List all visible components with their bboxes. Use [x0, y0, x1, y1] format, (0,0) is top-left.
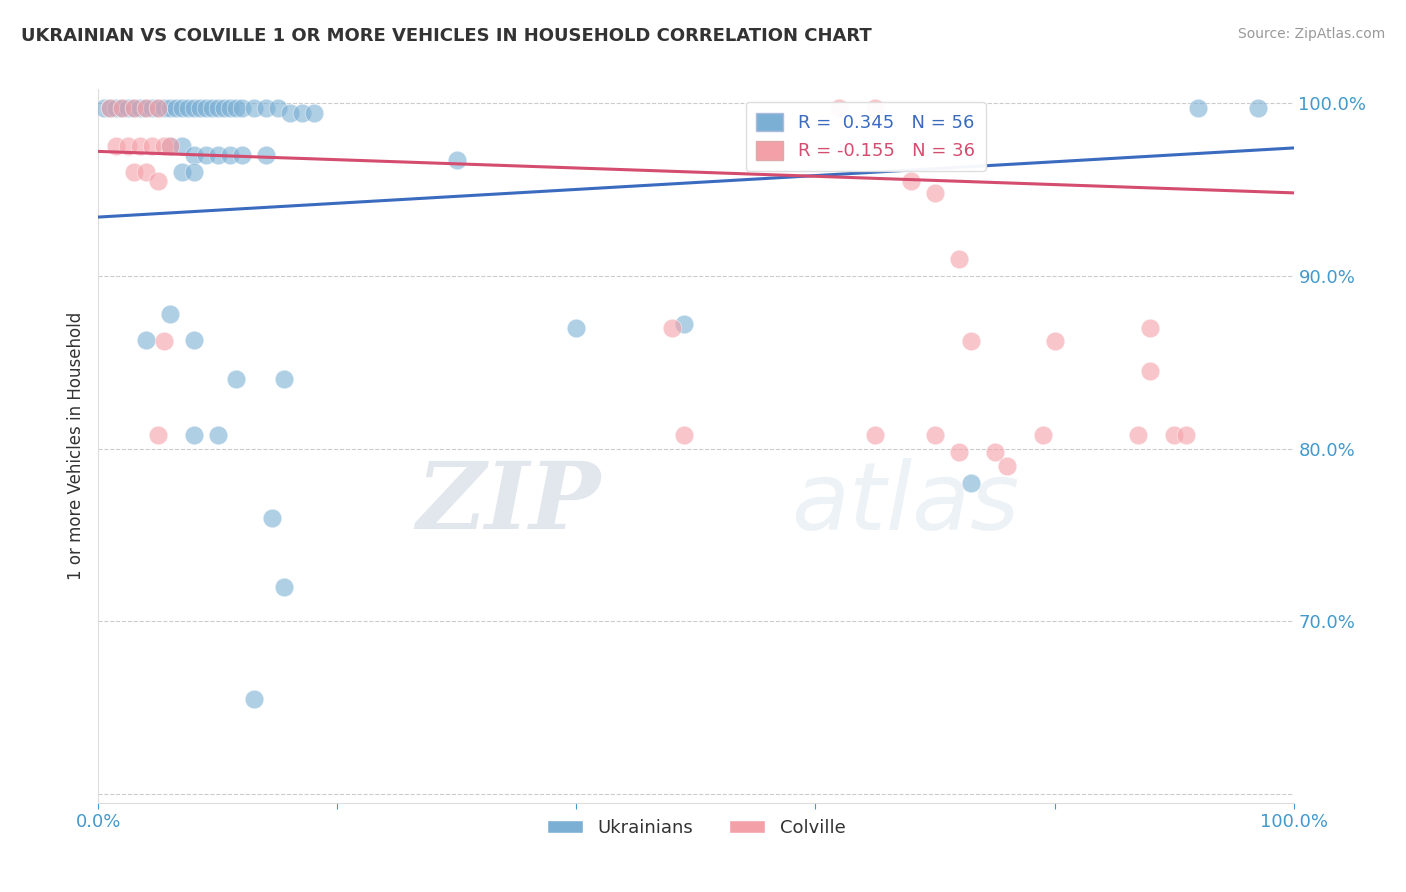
Text: atlas: atlas	[792, 458, 1019, 549]
Point	[183, 427, 205, 442]
Point	[254, 101, 277, 115]
Point	[1163, 427, 1185, 442]
Point	[948, 252, 970, 266]
Point	[273, 372, 295, 386]
Point	[105, 101, 128, 115]
Point	[172, 101, 194, 115]
Point	[924, 186, 946, 200]
Point	[141, 101, 163, 115]
Point	[225, 372, 247, 386]
Point	[153, 334, 176, 349]
Point	[172, 139, 194, 153]
Point	[302, 106, 325, 120]
Point	[900, 174, 922, 188]
Point	[195, 101, 218, 115]
Point	[159, 139, 181, 153]
Point	[924, 427, 946, 442]
Point	[177, 101, 200, 115]
Point	[148, 174, 170, 188]
Point	[148, 427, 170, 442]
Point	[267, 101, 290, 115]
Point	[183, 333, 205, 347]
Point	[195, 148, 218, 162]
Point	[135, 165, 157, 179]
Point	[105, 139, 128, 153]
Point	[1128, 427, 1150, 442]
Point	[207, 101, 229, 115]
Text: Source: ZipAtlas.com: Source: ZipAtlas.com	[1237, 27, 1385, 41]
Point	[159, 307, 181, 321]
Point	[207, 148, 229, 162]
Point	[1247, 101, 1270, 115]
Point	[865, 101, 887, 115]
Point	[995, 458, 1018, 473]
Point	[153, 101, 176, 115]
Point	[984, 445, 1007, 459]
Point	[1139, 320, 1161, 334]
Point	[231, 101, 253, 115]
Point	[260, 510, 283, 524]
Point	[254, 148, 277, 162]
Point	[148, 101, 170, 115]
Point	[865, 427, 887, 442]
Point	[183, 165, 205, 179]
Point	[124, 101, 146, 115]
Point	[129, 101, 152, 115]
Point	[183, 101, 205, 115]
Point	[960, 334, 983, 349]
Point	[1139, 364, 1161, 378]
Point	[960, 476, 983, 491]
Point	[1032, 427, 1054, 442]
Point	[673, 427, 696, 442]
Point	[135, 101, 157, 115]
Point	[172, 165, 194, 179]
Point	[98, 101, 122, 115]
Point	[446, 153, 468, 167]
Point	[1043, 334, 1066, 349]
Point	[111, 101, 134, 115]
Point	[231, 148, 253, 162]
Point	[243, 692, 266, 706]
Point	[673, 317, 696, 331]
Point	[159, 139, 181, 153]
Legend: Ukrainians, Colville: Ukrainians, Colville	[540, 812, 852, 844]
Point	[1187, 101, 1209, 115]
Text: UKRAINIAN VS COLVILLE 1 OR MORE VEHICLES IN HOUSEHOLD CORRELATION CHART: UKRAINIAN VS COLVILLE 1 OR MORE VEHICLES…	[21, 27, 872, 45]
Point	[225, 101, 247, 115]
Point	[207, 427, 229, 442]
Point	[828, 101, 851, 115]
Point	[212, 101, 235, 115]
Point	[948, 445, 970, 459]
Point	[124, 165, 146, 179]
Point	[219, 101, 242, 115]
Point	[93, 101, 115, 115]
Point	[188, 101, 211, 115]
Point	[148, 101, 170, 115]
Point	[243, 101, 266, 115]
Point	[153, 139, 176, 153]
Point	[124, 101, 146, 115]
Point	[565, 320, 588, 334]
Point	[98, 101, 122, 115]
Point	[165, 101, 187, 115]
Point	[141, 139, 163, 153]
Y-axis label: 1 or more Vehicles in Household: 1 or more Vehicles in Household	[66, 312, 84, 580]
Point	[273, 580, 295, 594]
Point	[117, 101, 139, 115]
Point	[111, 101, 134, 115]
Point	[135, 101, 157, 115]
Point	[291, 106, 314, 120]
Point	[201, 101, 224, 115]
Point	[117, 139, 139, 153]
Point	[278, 106, 301, 120]
Point	[1175, 427, 1198, 442]
Point	[159, 101, 181, 115]
Point	[183, 148, 205, 162]
Point	[135, 333, 157, 347]
Text: ZIP: ZIP	[416, 458, 600, 548]
Point	[219, 148, 242, 162]
Point	[129, 139, 152, 153]
Point	[661, 320, 683, 334]
